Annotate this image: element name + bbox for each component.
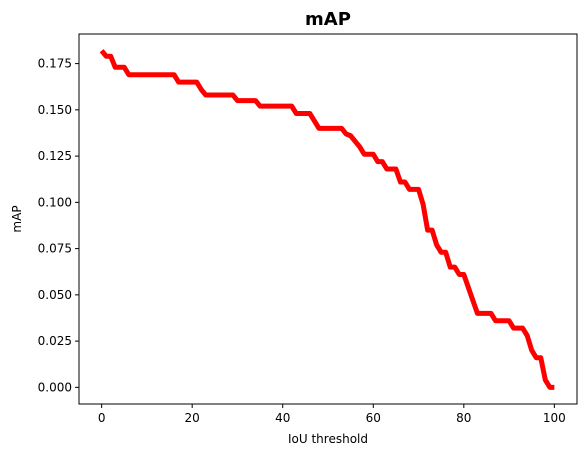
x-tick-label: 60	[366, 411, 381, 425]
y-tick-label: 0.150	[38, 103, 72, 117]
series-line	[99, 49, 555, 390]
x-axis: 0 20 40 60 80 100	[98, 404, 566, 425]
y-tick-label: 0.100	[38, 195, 72, 209]
x-axis-label: IoU threshold	[288, 432, 368, 446]
plot-area	[99, 49, 555, 390]
x-tick-label: 0	[98, 411, 106, 425]
x-tick-label: 20	[185, 411, 200, 425]
y-tick-label: 0.175	[38, 57, 72, 71]
x-tick-label: 100	[543, 411, 566, 425]
y-tick-label: 0.125	[38, 149, 72, 163]
x-tick-label: 40	[275, 411, 290, 425]
x-tick-label: 80	[456, 411, 471, 425]
chart-title: mAP	[305, 9, 351, 30]
plot-frame	[78, 33, 578, 405]
y-tick-label: 0.025	[38, 334, 72, 348]
y-tick-label: 0.075	[38, 242, 72, 256]
y-axis: 0.000 0.025 0.050 0.075 0.100 0.125 0.150 0.175	[38, 57, 79, 394]
y-tick-label: 0.000	[38, 380, 72, 394]
y-axis-label: mAP	[10, 205, 24, 232]
y-tick-label: 0.050	[38, 288, 72, 302]
